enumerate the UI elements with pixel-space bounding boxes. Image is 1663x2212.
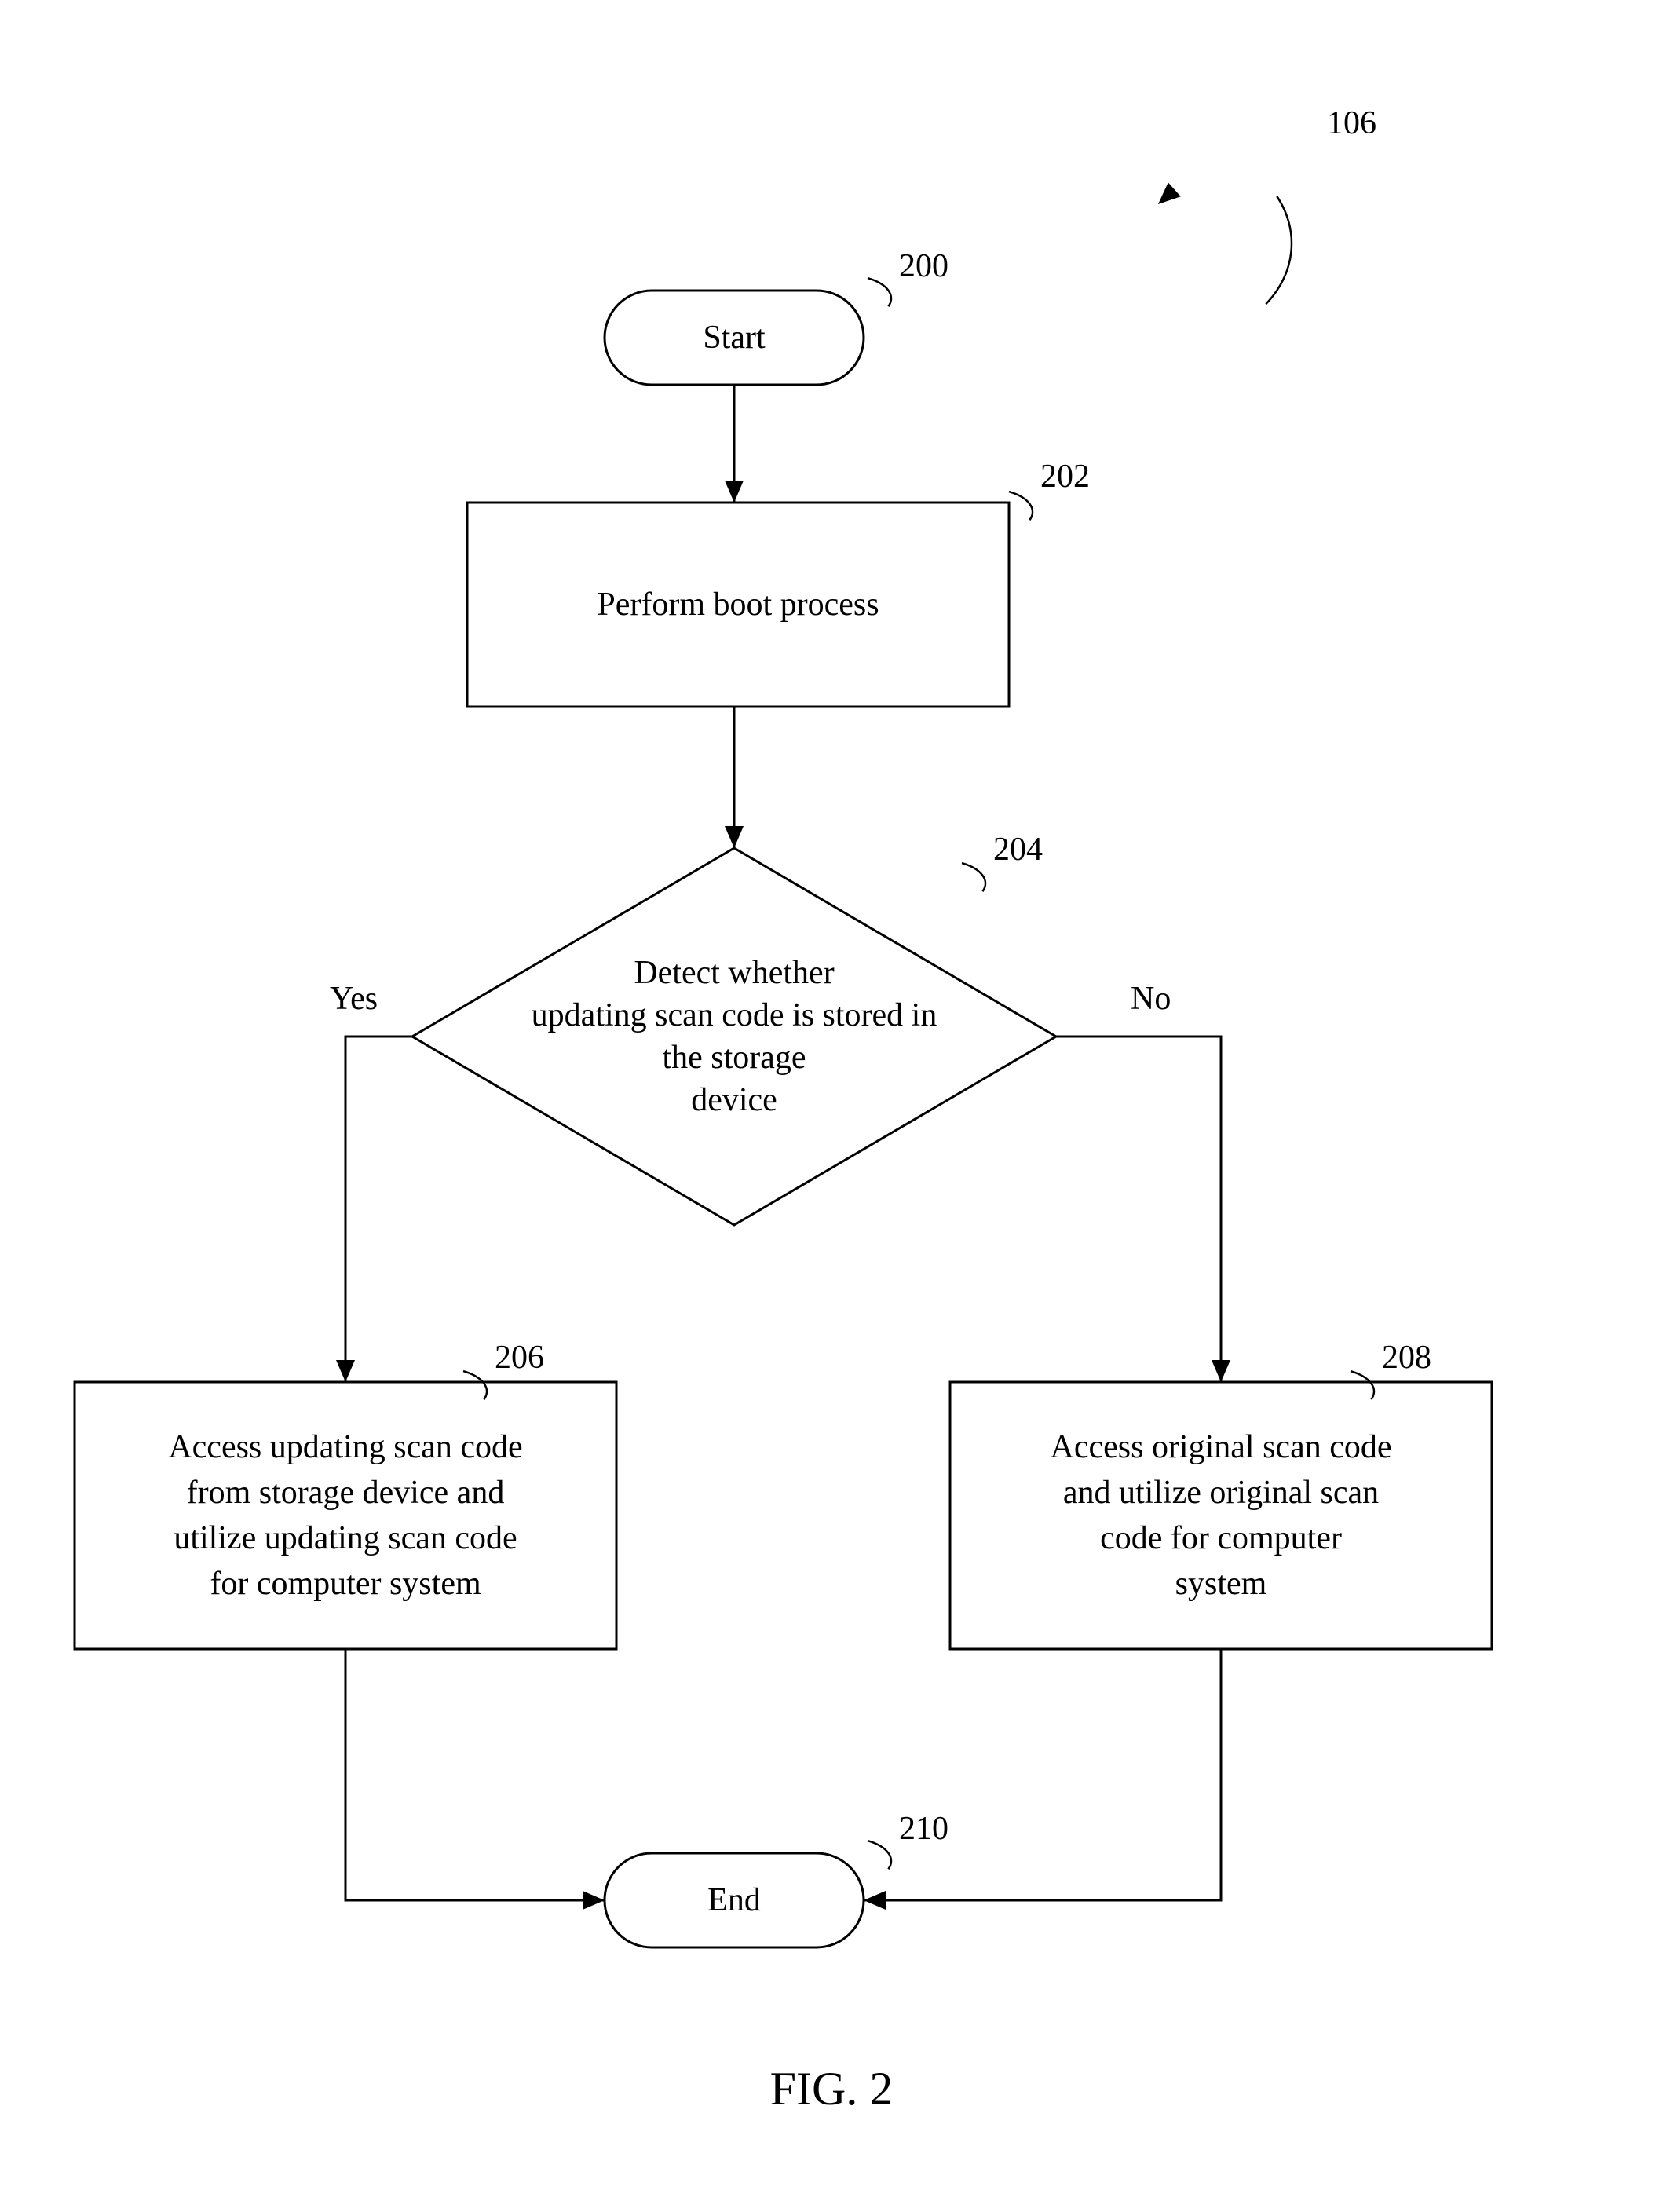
boot: Perform boot process — [467, 503, 1009, 707]
decision: Detect whetherupdating scan code is stor… — [412, 848, 1056, 1225]
decision-yes-label: Yes — [330, 981, 378, 1017]
edge-decision-branch_no — [1056, 1037, 1230, 1382]
edge-start-boot — [725, 385, 744, 503]
decision-callout — [962, 863, 985, 891]
end-label: End — [707, 1882, 761, 1918]
end-ref: 210 — [899, 1811, 948, 1847]
start-callout — [868, 278, 891, 306]
boot-callout — [1009, 492, 1033, 520]
edge-branch_yes-end — [345, 1649, 605, 1910]
boot-label: Perform boot process — [597, 587, 879, 623]
boot-ref: 202 — [1040, 459, 1090, 495]
end-callout — [868, 1841, 891, 1869]
diagram-ref-label: 106 — [1327, 105, 1376, 141]
start-label: Start — [703, 320, 766, 356]
start: Start — [605, 291, 864, 385]
figure-label: FIG. 2 — [770, 2063, 894, 2115]
branch_no-ref: 208 — [1382, 1340, 1431, 1376]
edge-decision-branch_yes — [336, 1037, 412, 1382]
branch_yes-ref: 206 — [495, 1340, 544, 1376]
branch_yes: Access updating scan codefrom storage de… — [75, 1382, 616, 1649]
diagram-ref: 106 — [1158, 105, 1376, 304]
start-ref: 200 — [899, 248, 948, 284]
decision-no-label: No — [1131, 981, 1171, 1017]
edge-boot-decision — [725, 707, 744, 848]
decision-ref: 204 — [993, 832, 1043, 868]
end: End — [605, 1853, 864, 1947]
edge-branch_no-end — [864, 1649, 1221, 1910]
branch_no: Access original scan codeand utilize ori… — [950, 1382, 1492, 1649]
